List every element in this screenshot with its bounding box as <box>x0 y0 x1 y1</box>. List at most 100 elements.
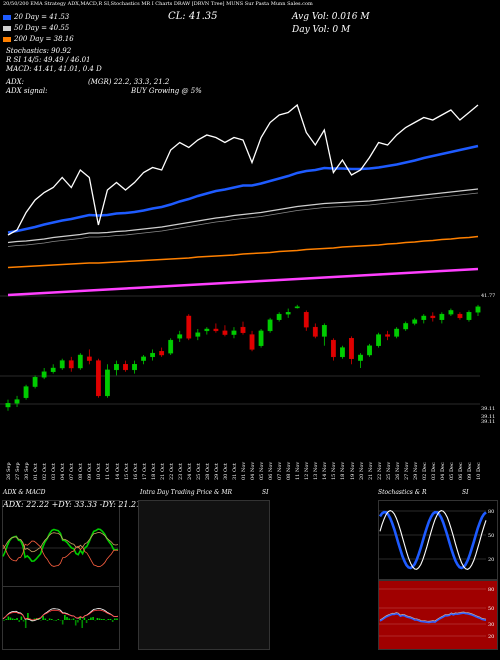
candle-body <box>448 310 454 315</box>
candle-body <box>77 354 83 369</box>
ema20-line <box>7 144 479 234</box>
stoch-tick-50: 50 <box>488 533 495 539</box>
candle-body <box>403 323 409 330</box>
candle-body <box>240 326 246 333</box>
candle-body <box>204 328 210 332</box>
macd-histogram-bar <box>116 618 118 620</box>
macd-histogram-bar <box>20 616 23 620</box>
macd-histogram-bar <box>79 617 81 620</box>
candle-body <box>294 306 300 309</box>
macd-histogram-bar <box>11 618 14 620</box>
candle-body <box>303 312 309 328</box>
candle-body <box>421 315 427 320</box>
candle-body <box>59 360 65 369</box>
macd-histogram-bar <box>98 618 101 620</box>
macd-histogram-bar <box>72 618 75 620</box>
macd-histogram-bar <box>7 616 10 620</box>
macd-histogram-bar <box>77 620 79 623</box>
stoch-panel-si: SI <box>462 489 469 496</box>
intraday-panel <box>138 500 270 650</box>
macd-histogram-bar <box>33 618 36 620</box>
candle-body <box>141 356 146 361</box>
legend-ema20: 20 Day = 41.53 <box>3 13 69 21</box>
macd-histogram-bar <box>107 619 110 620</box>
ema200-line <box>7 235 479 269</box>
ema50-line <box>7 188 479 244</box>
macd-histogram-bar <box>22 620 25 622</box>
macd-histogram-bar <box>81 620 84 628</box>
macd-histogram-bar <box>55 620 57 621</box>
stoch-tick-80: 80 <box>488 509 495 515</box>
day-vol-label: Day Vol: 0 M <box>292 25 351 35</box>
rsi-line <box>379 612 487 624</box>
rsi-tick-30: 30 <box>488 622 495 628</box>
macd-histogram-bar <box>48 618 51 620</box>
legend-adx-signal: BUY Growing @ 5% <box>131 87 202 95</box>
macd-histogram-bar <box>40 620 42 621</box>
macd-histogram-bar <box>59 620 62 621</box>
ema20-swatch <box>3 14 11 20</box>
legend-ema200: 200 Day = 38.16 <box>3 35 74 43</box>
intraday-panel-si: SI <box>262 489 269 496</box>
macd-histogram-bar <box>103 619 105 620</box>
rsi-tick-50: 50 <box>488 606 495 612</box>
legend-adx-signal-label: ADX signal: <box>6 87 48 95</box>
adx-panel-title: ADX & MACD <box>3 489 46 496</box>
macd-histogram-bar <box>94 620 97 621</box>
candle-body <box>267 319 273 332</box>
candle-body <box>95 360 101 397</box>
candle-body <box>132 364 137 371</box>
candle-body <box>349 338 354 359</box>
candle-body <box>358 354 363 361</box>
legend-adx: ADX: <box>6 78 25 86</box>
legend-rsi: R SI 14/5: 49.49 / 46.01 <box>6 56 91 64</box>
macd-histogram-bar <box>16 618 18 620</box>
macd-histogram-bar <box>114 618 116 620</box>
macd-histogram-bar <box>83 617 86 620</box>
price-close-line <box>7 103 479 236</box>
candle-body <box>385 334 391 337</box>
adx-line <box>2 528 119 563</box>
macd-histogram-bar <box>109 619 112 620</box>
rsi-tick-80: 80 <box>488 587 495 593</box>
macd-histogram-bar <box>51 619 53 620</box>
candle-body <box>312 326 318 337</box>
macd-histogram-bar <box>68 618 70 620</box>
candle-body <box>195 332 201 337</box>
macd-histogram-bar <box>92 617 94 620</box>
macd-histogram-bar <box>3 620 5 621</box>
macd-histogram-bar <box>9 617 12 620</box>
price-chart <box>0 103 481 411</box>
legend-macd: MACD: 41.41, 41.01, 0.4 D <box>6 65 102 73</box>
candle-body <box>114 364 119 371</box>
intraday-panel-title: Intra Day Trading Price & MR <box>140 489 233 496</box>
candle-body <box>150 352 156 358</box>
macd-histogram-bar <box>96 618 99 620</box>
candle-body <box>330 339 336 358</box>
price-low-label-1: 39.11 <box>481 406 496 412</box>
candle-body <box>177 334 183 339</box>
candle-body <box>105 369 110 397</box>
candle-body <box>123 364 128 371</box>
rsi-tick-20: 20 <box>488 634 495 640</box>
candle-body <box>430 315 436 319</box>
candle-body <box>32 377 38 387</box>
macd-histogram-bar <box>64 615 66 620</box>
macd-histogram-bar <box>42 616 44 620</box>
candle-body <box>258 330 264 346</box>
price-low-label-3: 39.11 <box>481 419 496 425</box>
candle-body <box>276 313 282 320</box>
adx-panel-values: ADX: 22.22 +DY: 33.33 -DY: 21.21 <box>3 500 142 509</box>
candle-body <box>249 334 255 350</box>
chart-header: 20/50/200 EMA Strategy ADX,MACD,R SI,Sto… <box>3 1 313 7</box>
macd-histogram-bar <box>27 613 29 620</box>
macd-histogram-bar <box>66 617 68 620</box>
candle-body <box>285 312 291 315</box>
legend-stoch: Stochastics: 90.92 <box>6 47 72 55</box>
macd-histogram-bar <box>70 619 73 620</box>
macd-histogram-bar <box>24 620 27 628</box>
close-label: CL: 41.35 <box>168 11 218 22</box>
macd-histogram-bar <box>111 620 114 622</box>
macd-histogram-bar <box>44 618 47 620</box>
rsi-signal-line <box>379 611 487 622</box>
